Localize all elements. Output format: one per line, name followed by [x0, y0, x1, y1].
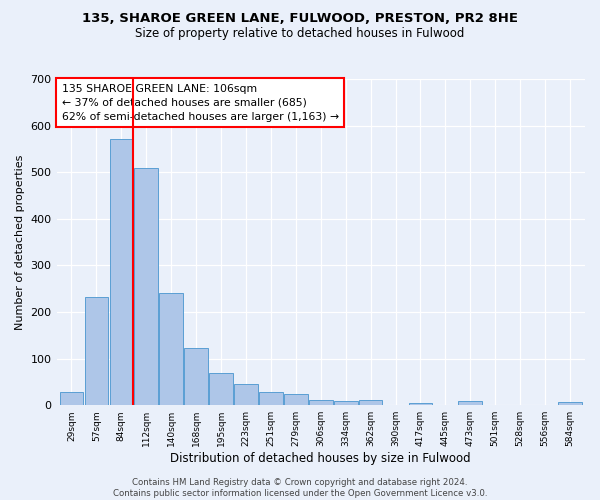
- Text: 135, SHAROE GREEN LANE, FULWOOD, PRESTON, PR2 8HE: 135, SHAROE GREEN LANE, FULWOOD, PRESTON…: [82, 12, 518, 26]
- Bar: [234, 384, 258, 405]
- Bar: [134, 168, 158, 405]
- Text: 135 SHAROE GREEN LANE: 106sqm
← 37% of detached houses are smaller (685)
62% of : 135 SHAROE GREEN LANE: 106sqm ← 37% of d…: [62, 84, 339, 122]
- Bar: [334, 400, 358, 405]
- Bar: [85, 297, 108, 405]
- Bar: [259, 392, 283, 405]
- Bar: [284, 394, 308, 405]
- Bar: [160, 294, 183, 405]
- Bar: [184, 348, 208, 405]
- Bar: [309, 400, 332, 405]
- Bar: [409, 403, 433, 405]
- X-axis label: Distribution of detached houses by size in Fulwood: Distribution of detached houses by size …: [170, 452, 471, 465]
- Bar: [110, 138, 133, 405]
- Bar: [59, 392, 83, 405]
- Bar: [458, 402, 482, 405]
- Bar: [209, 372, 233, 405]
- Bar: [359, 400, 382, 405]
- Bar: [558, 402, 582, 405]
- Text: Contains HM Land Registry data © Crown copyright and database right 2024.
Contai: Contains HM Land Registry data © Crown c…: [113, 478, 487, 498]
- Y-axis label: Number of detached properties: Number of detached properties: [15, 154, 25, 330]
- Text: Size of property relative to detached houses in Fulwood: Size of property relative to detached ho…: [136, 28, 464, 40]
